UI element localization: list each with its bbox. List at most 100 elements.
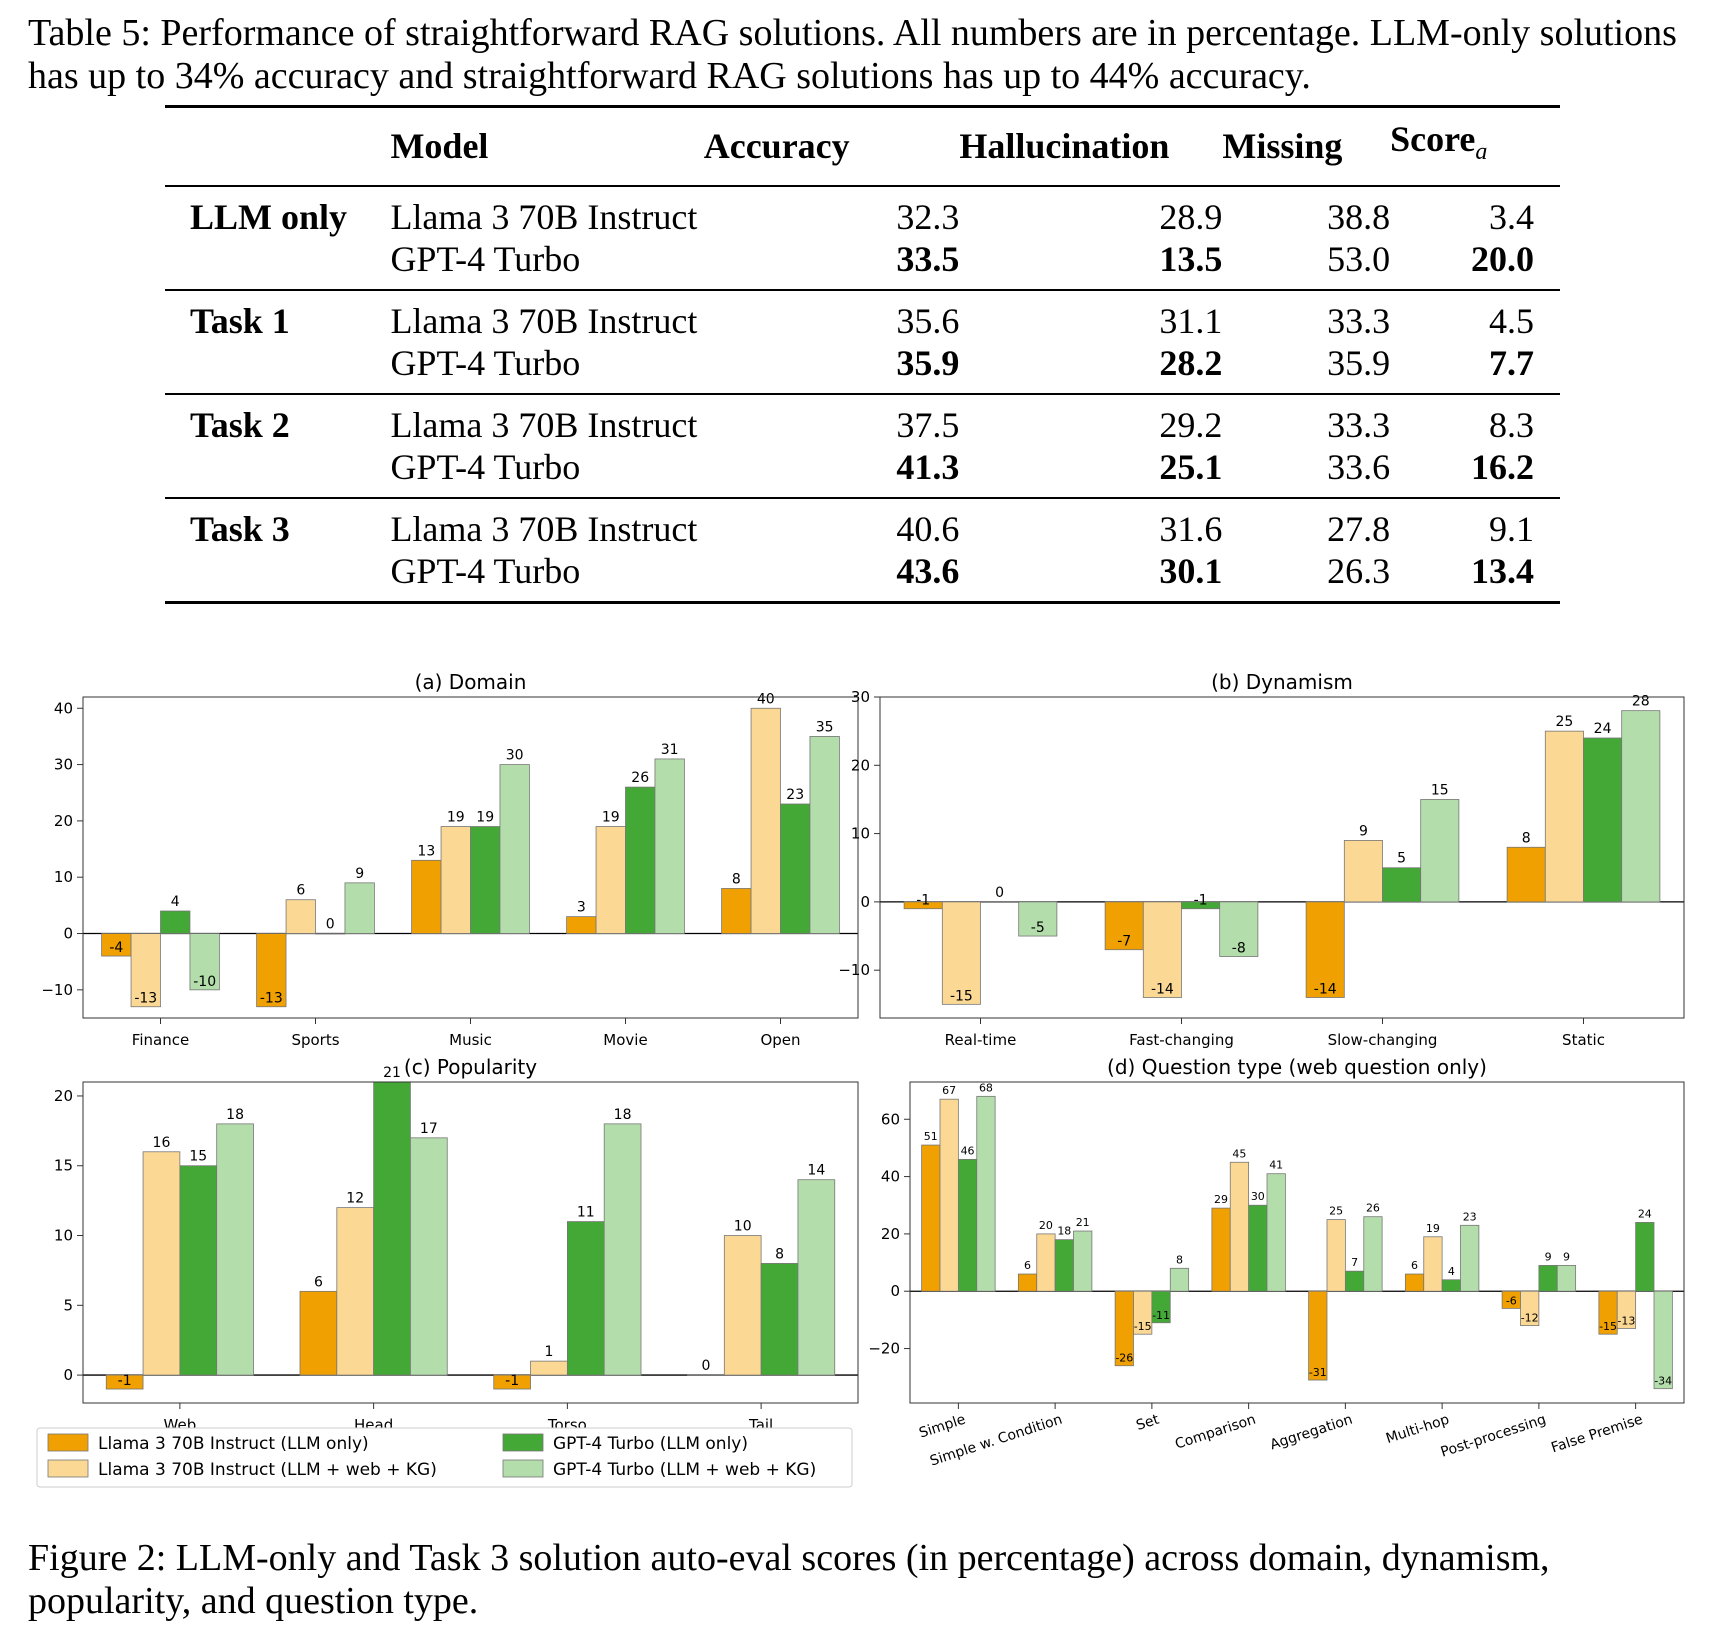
x-tick-label: Sports [291, 1031, 339, 1049]
bar [1345, 1271, 1363, 1291]
data-label: 13 [417, 843, 435, 859]
data-label: 3 [577, 900, 586, 916]
bar [596, 827, 625, 934]
data-label: -4 [109, 940, 123, 956]
bar [1636, 1222, 1654, 1291]
bar [1461, 1225, 1479, 1291]
x-tick-label: Movie [603, 1031, 647, 1049]
legend-label: GPT-4 Turbo (LLM only) [553, 1434, 748, 1454]
data-label: -1 [505, 1373, 519, 1389]
bar [1424, 1237, 1442, 1291]
y-tick-label: 0 [63, 1366, 73, 1384]
data-label: 35 [816, 719, 834, 735]
data-label: -1 [916, 893, 930, 909]
y-tick-label: 20 [851, 756, 870, 774]
data-label: -13 [1617, 1314, 1635, 1327]
data-label: 18 [1057, 1225, 1071, 1238]
y-tick-label: 10 [54, 1227, 73, 1245]
y-tick-label: 15 [54, 1157, 73, 1175]
data-label: 67 [942, 1084, 956, 1097]
data-label: 0 [326, 917, 335, 933]
data-label: 9 [1359, 823, 1368, 839]
data-label: 30 [1251, 1190, 1265, 1203]
data-label: -13 [260, 991, 283, 1007]
data-label: 8 [1522, 830, 1531, 846]
x-tick-label: Static [1562, 1031, 1605, 1049]
x-tick-label: Comparison [1173, 1412, 1258, 1453]
data-label: -15 [1134, 1320, 1152, 1333]
chart-title: (b) Dynamism [1211, 670, 1353, 694]
bar [1344, 840, 1382, 901]
y-tick-label: 20 [54, 1087, 73, 1105]
y-tick-label: 30 [54, 756, 73, 774]
bar [688, 1375, 725, 1376]
data-label: 8 [1176, 1253, 1183, 1266]
bar [1507, 847, 1545, 902]
figure-caption: Figure 2: LLM-only and Task 3 solution a… [28, 1537, 1708, 1623]
data-label: -8 [1232, 941, 1246, 957]
data-label: 25 [1555, 714, 1573, 730]
legend-swatch [503, 1460, 543, 1477]
data-label: 5 [1397, 851, 1406, 867]
data-label: 15 [189, 1149, 207, 1165]
bar [1405, 1274, 1423, 1291]
bar [374, 1082, 411, 1375]
bar [1539, 1265, 1557, 1291]
bar [655, 759, 684, 934]
data-label: 11 [577, 1205, 595, 1221]
bar [1037, 1234, 1055, 1291]
data-label: 0 [701, 1358, 710, 1374]
data-label: -10 [193, 974, 216, 990]
legend-label: Llama 3 70B Instruct (LLM only) [98, 1434, 369, 1454]
y-tick-label: 0 [860, 893, 870, 911]
bar [567, 917, 596, 934]
legend-swatch [48, 1434, 88, 1451]
data-label: 17 [420, 1121, 438, 1137]
bar [1421, 799, 1459, 901]
y-tick-label: −20 [868, 1340, 900, 1358]
x-tick-label: Fast-changing [1129, 1031, 1234, 1049]
y-tick-label: 40 [54, 699, 73, 717]
data-label: 20 [1039, 1219, 1053, 1232]
legend-swatch [48, 1460, 88, 1477]
data-label: -1 [118, 1373, 132, 1389]
data-label: -15 [950, 988, 973, 1004]
x-tick-label: Post-processing [1439, 1412, 1548, 1461]
y-tick-label: 10 [54, 868, 73, 886]
data-label: 19 [447, 810, 465, 826]
bar [1327, 1220, 1345, 1292]
data-label: 23 [1463, 1210, 1477, 1223]
bar [345, 883, 374, 934]
data-label: 12 [346, 1191, 364, 1207]
x-tick-label: Set [1134, 1411, 1161, 1433]
data-label: 40 [757, 691, 775, 707]
x-tick-label: Slow-changing [1328, 1031, 1438, 1049]
data-label: 19 [1426, 1222, 1440, 1235]
bar [1249, 1205, 1267, 1291]
legend-swatch [503, 1434, 543, 1451]
bar [143, 1152, 180, 1375]
data-label: 6 [314, 1274, 323, 1290]
bar [337, 1208, 374, 1375]
bar [1055, 1240, 1073, 1292]
bar [781, 804, 810, 934]
data-label: 4 [171, 894, 180, 910]
bar [412, 860, 441, 933]
y-tick-label: 0 [890, 1282, 900, 1300]
bar [217, 1124, 254, 1375]
data-label: 6 [1411, 1259, 1418, 1272]
bar [471, 827, 500, 934]
chart-panel-3: (c) Popularity-16-1016121101521118181718… [54, 1055, 858, 1434]
data-label: 51 [924, 1130, 938, 1143]
data-label: 0 [995, 885, 1004, 901]
bar [604, 1124, 641, 1375]
data-label: 31 [661, 742, 679, 758]
data-label: 14 [807, 1163, 825, 1179]
bar [940, 1099, 958, 1291]
bar [567, 1222, 604, 1376]
y-tick-label: 20 [881, 1225, 900, 1243]
x-tick-label: Finance [132, 1031, 189, 1049]
bar [180, 1166, 217, 1375]
